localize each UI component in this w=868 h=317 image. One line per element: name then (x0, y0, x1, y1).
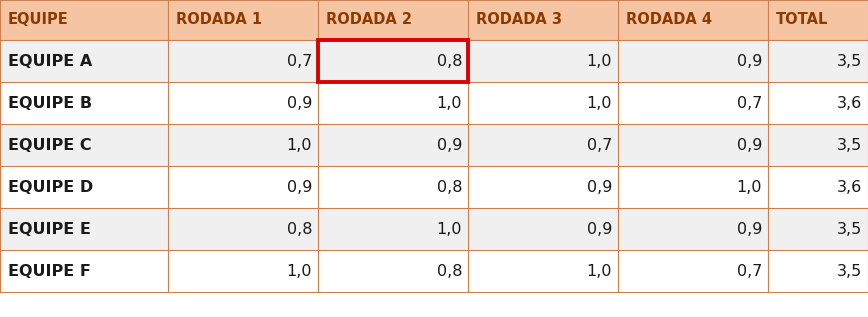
Text: 3,5: 3,5 (837, 54, 862, 68)
Text: 1,0: 1,0 (286, 263, 312, 279)
Text: 0,8: 0,8 (437, 263, 462, 279)
Text: 0,9: 0,9 (286, 179, 312, 195)
Text: 3,5: 3,5 (837, 222, 862, 236)
Text: 3,6: 3,6 (837, 179, 862, 195)
Text: 3,6: 3,6 (837, 95, 862, 111)
Text: 0,7: 0,7 (587, 138, 612, 152)
Bar (0, 208, 868, 250)
Text: 0,9: 0,9 (437, 138, 462, 152)
Text: 0,7: 0,7 (737, 263, 762, 279)
Text: 0,9: 0,9 (737, 138, 762, 152)
Bar (318, 40, 468, 82)
Text: 3,5: 3,5 (837, 138, 862, 152)
Text: 0,7: 0,7 (737, 95, 762, 111)
Text: 0,9: 0,9 (286, 95, 312, 111)
Text: RODADA 1: RODADA 1 (176, 12, 262, 28)
Text: TOTAL: TOTAL (776, 12, 828, 28)
Text: 3,5: 3,5 (837, 263, 862, 279)
Text: EQUIPE B: EQUIPE B (8, 95, 92, 111)
Text: RODADA 2: RODADA 2 (326, 12, 412, 28)
Text: 1,0: 1,0 (286, 138, 312, 152)
Text: EQUIPE A: EQUIPE A (8, 54, 92, 68)
Text: 1,0: 1,0 (587, 95, 612, 111)
Text: 1,0: 1,0 (587, 263, 612, 279)
Text: 1,0: 1,0 (437, 222, 462, 236)
Text: 0,9: 0,9 (587, 179, 612, 195)
Text: EQUIPE C: EQUIPE C (8, 138, 92, 152)
Text: 1,0: 1,0 (437, 95, 462, 111)
Text: RODADA 4: RODADA 4 (626, 12, 712, 28)
Bar (0, 250, 868, 292)
Bar (0, 82, 868, 124)
Text: RODADA 3: RODADA 3 (476, 12, 562, 28)
Text: 0,8: 0,8 (437, 179, 462, 195)
Text: 1,0: 1,0 (737, 179, 762, 195)
Text: 0,8: 0,8 (437, 54, 462, 68)
Text: EQUIPE: EQUIPE (8, 12, 69, 28)
Bar (0, 0, 868, 40)
Bar (0, 166, 868, 208)
Text: 0,9: 0,9 (737, 222, 762, 236)
Text: 0,9: 0,9 (737, 54, 762, 68)
Text: EQUIPE F: EQUIPE F (8, 263, 91, 279)
Text: 0,9: 0,9 (587, 222, 612, 236)
Text: 0,8: 0,8 (286, 222, 312, 236)
Text: EQUIPE D: EQUIPE D (8, 179, 93, 195)
Bar (0, 40, 868, 82)
Bar (0, 124, 868, 166)
Text: EQUIPE E: EQUIPE E (8, 222, 91, 236)
Text: 0,7: 0,7 (286, 54, 312, 68)
Text: 1,0: 1,0 (587, 54, 612, 68)
